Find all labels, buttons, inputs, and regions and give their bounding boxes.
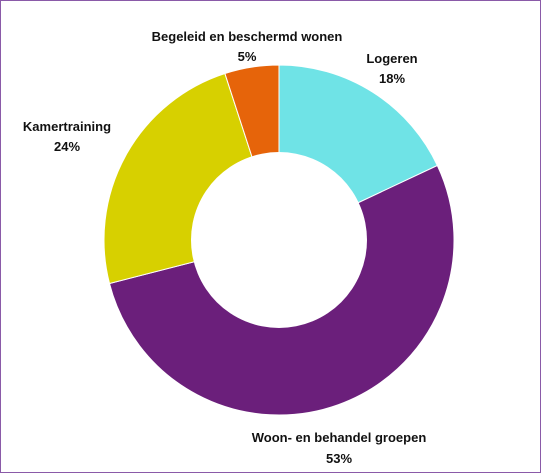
slice-value-begeleid-en-beschermd-wonen: 5% bbox=[238, 49, 257, 64]
slice-value-woon-en-behandel-groepen: 53% bbox=[326, 451, 352, 466]
slice-label-logeren: Logeren bbox=[366, 51, 417, 66]
slice-value-logeren: 18% bbox=[379, 71, 405, 86]
slice-value-kamertraining: 24% bbox=[54, 139, 80, 154]
slice-label-kamertraining: Kamertraining bbox=[23, 119, 111, 134]
donut-hole bbox=[191, 152, 367, 328]
slice-label-woon-en-behandel-groepen: Woon- en behandel groepen bbox=[252, 430, 427, 445]
slice-label-begeleid-en-beschermd-wonen: Begeleid en beschermd wonen bbox=[152, 29, 343, 44]
